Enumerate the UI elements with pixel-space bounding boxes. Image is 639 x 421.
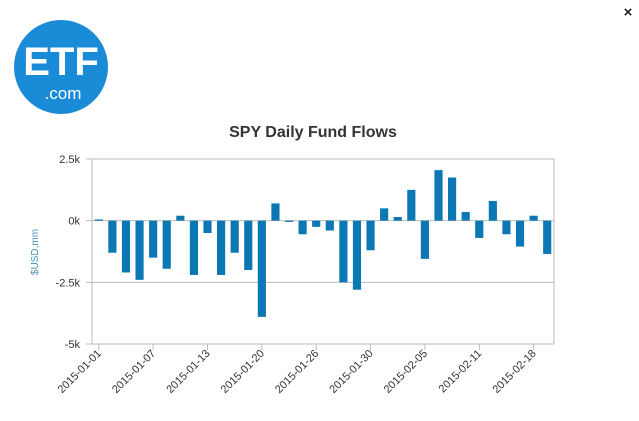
x-tick-label: 2015-02-05 [382,348,430,396]
x-tick-label: 2015-01-26 [273,348,321,396]
bar [121,220,131,273]
bar [475,220,484,238]
bar [325,220,334,231]
bar [176,215,185,221]
plot-frame [91,158,555,345]
logo-sub: .com [45,84,82,103]
x-tick-label: 2015-01-20 [219,348,267,396]
bar [149,220,158,258]
logo-circle [14,20,108,114]
bar [380,208,389,221]
logo-main: ETF [23,40,99,84]
x-tick-label: 2015-01-07 [110,348,158,396]
bar [284,220,294,222]
x-tick-label: 2015-02-11 [437,348,485,396]
bar [203,220,212,233]
bar [312,220,321,227]
bar [257,220,266,317]
bar [407,189,416,221]
bar [515,220,525,247]
x-tick-label: 2015-01-13 [164,348,212,396]
bar [217,220,226,275]
bar [488,200,497,221]
bar [448,177,457,221]
y-tick-label: 0k [68,216,80,228]
chart-title: SPY Daily Fund Flows [229,124,397,141]
bar [230,220,239,253]
y-tick-label: 2.5k [59,154,80,166]
y-tick-label: -5k [65,339,81,351]
y-tick-label: -2.5k [56,277,81,289]
bar [244,220,253,270]
bar [189,220,198,275]
bar [271,203,280,221]
bar [461,212,470,221]
bar [94,219,103,221]
y-axis-label: $USD,mm [30,229,41,275]
bar [434,170,443,221]
bar [339,220,348,283]
bar [298,220,307,235]
bar [108,220,117,253]
bar [543,220,552,254]
bar [529,215,538,221]
bar [352,220,362,290]
x-tick-label: 2015-01-01 [56,348,104,396]
bar [135,220,144,280]
x-tick-label: 2015-02-18 [490,348,538,396]
bar [162,220,171,269]
bar [393,216,402,221]
bar [502,220,511,235]
close-button[interactable]: × [624,4,633,21]
bar [420,220,429,259]
x-tick-label: 2015-01-30 [327,348,375,396]
bar [366,220,375,251]
